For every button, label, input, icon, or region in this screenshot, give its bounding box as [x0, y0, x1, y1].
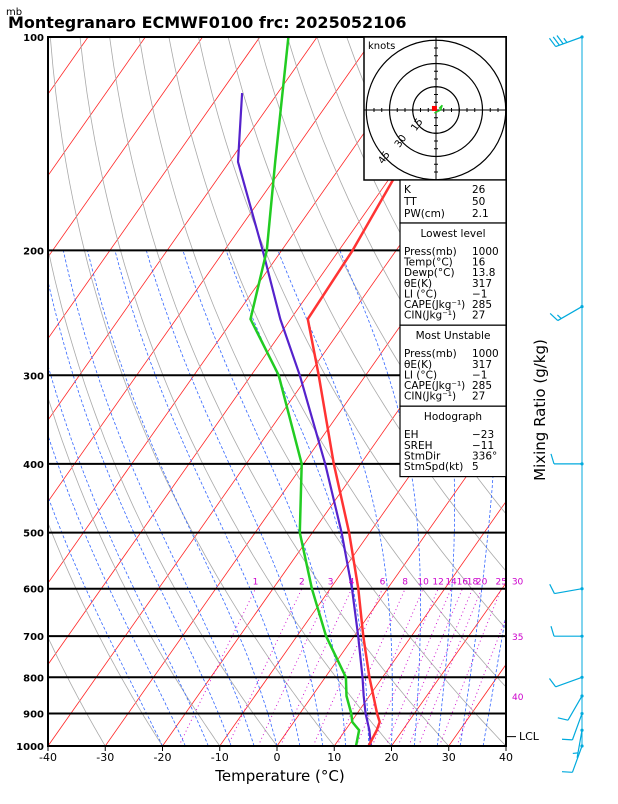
- wind-barb-dot: [580, 744, 583, 747]
- wind-barb-dot: [580, 712, 583, 715]
- index-label: CIN(Jkg⁻¹): [404, 391, 456, 403]
- wind-barb-dot: [580, 635, 583, 638]
- wind-barb-dot: [580, 35, 583, 38]
- x-tick-label: -10: [211, 751, 229, 764]
- wind-barb-half-flag: [573, 753, 578, 754]
- pressure-tick-label: 200: [23, 246, 44, 257]
- x-tick-label: 30: [442, 751, 456, 764]
- wind-barb-dot: [580, 729, 583, 732]
- mixing-ratio-label: 30: [512, 578, 524, 588]
- mixing-ratio-label: 14: [445, 578, 457, 588]
- index-label: PW(cm): [404, 208, 445, 220]
- index-label: K: [404, 184, 412, 196]
- mixing-ratio-label: 6: [380, 578, 386, 588]
- pressure-tick-label: 300: [23, 371, 44, 382]
- x-axis-label: Temperature (°C): [214, 767, 344, 785]
- index-section-title: Lowest level: [420, 228, 485, 240]
- index-section-title: Hodograph: [424, 411, 482, 423]
- index-value: 50: [472, 196, 485, 208]
- mixing-ratio-label: 3: [328, 578, 334, 588]
- wind-barb-dot: [580, 587, 583, 590]
- pressure-tick-label: 800: [23, 673, 44, 684]
- x-tick-label: 40: [499, 751, 513, 764]
- pressure-tick-label: 100: [23, 33, 44, 44]
- mixing-ratio-label: 10: [417, 578, 429, 588]
- index-label: CIN(Jkg⁻¹): [404, 310, 456, 322]
- mixing-ratio-label: 4: [349, 578, 355, 588]
- pressure-tick-label: 600: [23, 585, 44, 596]
- index-value: 26: [472, 184, 486, 196]
- index-value: 2.1: [472, 208, 489, 220]
- mixing-ratio-axis-label: Mixing Ratio (g/kg): [531, 339, 549, 481]
- mixing-ratio-label: 2: [299, 578, 305, 588]
- wind-barb-dot: [580, 694, 583, 697]
- theta-e-label: 40: [512, 693, 524, 703]
- lcl-label: LCL: [519, 730, 540, 743]
- mixing-ratio-label: 8: [402, 578, 408, 588]
- x-tick-label: -30: [96, 751, 114, 764]
- x-tick-label: -40: [39, 751, 57, 764]
- chart-title: Montegranaro ECMWF0100 frc: 2025052106: [8, 13, 407, 32]
- mixing-ratio-label: 20: [476, 578, 488, 588]
- wind-barb-flag: [562, 739, 572, 740]
- theta-e-label: 35: [512, 633, 523, 643]
- mixing-ratio-label: 12: [432, 578, 443, 588]
- wind-barb-flag: [562, 772, 572, 773]
- pressure-tick-label: 400: [23, 460, 44, 471]
- index-value: 27: [472, 310, 485, 322]
- x-tick-label: 10: [327, 751, 341, 764]
- x-tick-label: 20: [385, 751, 399, 764]
- index-label: StmSpd(kt): [404, 461, 463, 473]
- wind-barb-dot: [580, 676, 583, 679]
- wind-barb-dot: [580, 462, 583, 465]
- wind-barb-dot: [580, 305, 583, 308]
- pressure-tick-label: 700: [23, 632, 44, 643]
- mixing-ratio-label: 1: [253, 578, 259, 588]
- x-tick-label: -20: [154, 751, 172, 764]
- x-tick-label: 0: [274, 751, 281, 764]
- storm-motion-marker: [432, 106, 437, 111]
- index-value: 27: [472, 391, 485, 403]
- index-value: 5: [472, 461, 479, 473]
- pressure-tick-label: 500: [23, 529, 44, 540]
- index-section-title: Most Unstable: [416, 330, 491, 342]
- index-label: TT: [403, 196, 417, 208]
- pressure-tick-label: 900: [23, 710, 44, 721]
- hodograph-unit-label: knots: [368, 41, 395, 52]
